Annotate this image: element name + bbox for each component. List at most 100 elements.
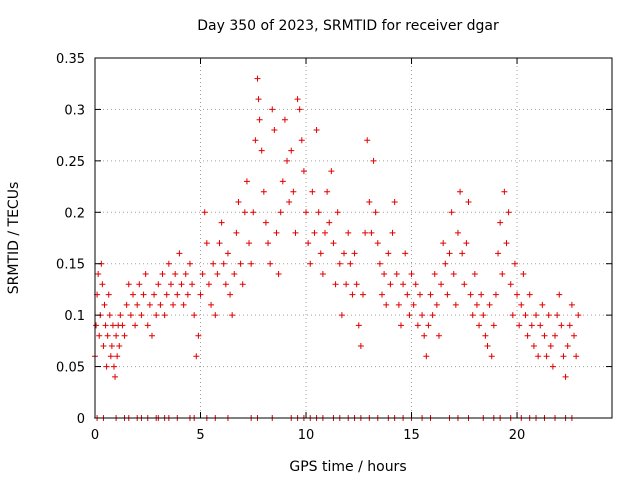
data-point (315, 209, 322, 216)
data-point (324, 188, 331, 195)
data-point (178, 281, 185, 288)
data-point (490, 322, 497, 329)
data-point (189, 281, 196, 288)
x-tick-label: 10 (298, 428, 315, 443)
data-point (552, 332, 559, 339)
data-point (157, 301, 164, 308)
data-point (543, 353, 550, 360)
data-point (239, 281, 246, 288)
data-point (275, 271, 282, 277)
data-point (252, 137, 259, 144)
data-point (246, 240, 253, 247)
data-point (269, 106, 276, 113)
data-point (216, 240, 223, 247)
data-point (444, 291, 451, 298)
data-point (262, 219, 269, 226)
data-point (233, 229, 240, 236)
data-point (549, 363, 556, 370)
data-point (482, 332, 489, 339)
data-point (357, 343, 364, 349)
data-point (353, 281, 360, 288)
data-point (250, 209, 257, 216)
data-point (556, 291, 563, 298)
data-point (241, 209, 248, 216)
data-point (499, 271, 506, 277)
data-point (347, 260, 354, 267)
data-point (105, 291, 112, 298)
data-point (442, 260, 449, 267)
data-point (338, 312, 345, 319)
data-point (144, 322, 151, 329)
data-point (153, 312, 160, 319)
data-point (480, 312, 487, 319)
data-point (108, 343, 115, 349)
data-point (286, 199, 293, 205)
data-point (277, 209, 284, 216)
data-point (218, 219, 225, 226)
data-point (537, 322, 544, 329)
data-point (343, 281, 350, 288)
data-point (313, 127, 320, 133)
tick-labels: 0 0.05 0.1 0.15 0.2 0.25 0.3 0.35 0 5 10 15 20 (56, 52, 525, 443)
data-point (336, 260, 343, 267)
data-point (463, 240, 470, 247)
data-point (180, 301, 187, 308)
data-point (524, 332, 531, 339)
y-tick-label: 0 (77, 412, 85, 427)
data-point (102, 322, 109, 329)
data-point (511, 260, 518, 267)
data-point (391, 199, 398, 205)
grid-lines (95, 58, 612, 418)
data-point (507, 281, 514, 288)
data-point (393, 271, 400, 277)
data-point (425, 322, 432, 329)
data-point (383, 301, 390, 308)
y-tick-label: 0.15 (56, 258, 85, 273)
data-point (385, 250, 392, 257)
data-point (362, 229, 369, 236)
data-point (381, 271, 388, 277)
data-point (433, 301, 440, 308)
data-point (575, 312, 582, 319)
data-points (92, 75, 582, 421)
data-point (395, 301, 402, 308)
data-point (471, 271, 478, 277)
data-point (564, 343, 571, 349)
data-point (522, 312, 529, 319)
data-point (355, 322, 362, 329)
data-point (117, 312, 124, 319)
data-point (146, 301, 153, 308)
data-point (163, 291, 170, 298)
data-point (197, 291, 204, 298)
data-point (311, 229, 318, 236)
data-point (212, 312, 219, 319)
data-point (476, 322, 483, 329)
data-point (248, 260, 255, 267)
data-point (541, 332, 548, 339)
y-tick-label: 0.1 (64, 309, 85, 324)
data-point (174, 291, 181, 298)
data-point (435, 332, 442, 339)
data-point (210, 260, 217, 267)
data-point (368, 229, 375, 236)
data-point (345, 229, 352, 236)
data-point (159, 271, 166, 277)
data-point (142, 271, 149, 277)
data-point (224, 250, 231, 257)
data-point (298, 137, 305, 144)
y-tick-label: 0.25 (56, 155, 85, 170)
data-point (167, 281, 174, 288)
data-point (429, 312, 436, 319)
data-point (328, 168, 335, 175)
y-axis-title: SRMTID / TECUs (6, 182, 22, 295)
data-point (319, 271, 326, 277)
data-point (351, 250, 358, 257)
data-point (121, 332, 128, 339)
y-tick-label: 0.05 (56, 361, 85, 376)
data-point (334, 209, 341, 216)
data-point (408, 271, 415, 277)
data-point (349, 291, 356, 298)
data-point (132, 322, 139, 329)
data-point (95, 271, 102, 277)
